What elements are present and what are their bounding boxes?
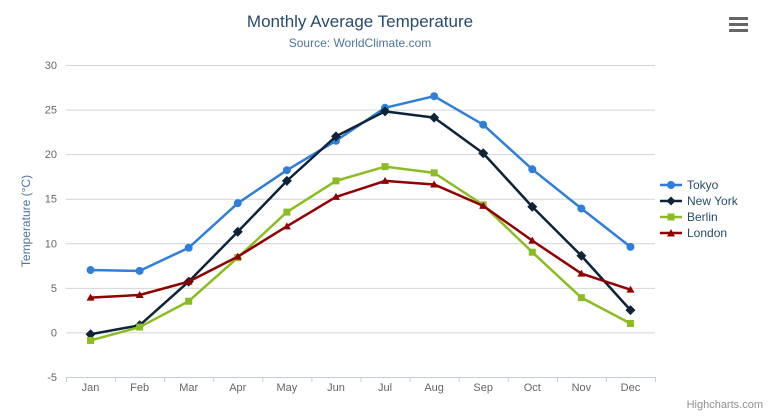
data-point-marker[interactable] [85, 329, 96, 340]
y-axis-label: 10 [45, 238, 57, 250]
data-point-marker[interactable] [626, 285, 635, 293]
series-line[interactable] [89, 165, 632, 342]
x-axis-label: Feb [130, 382, 149, 394]
legend-item-london[interactable]: London [660, 225, 738, 241]
data-point-marker[interactable] [576, 250, 587, 261]
legend-item-label: Tokyo [687, 178, 719, 192]
data-point-marker[interactable] [479, 120, 488, 129]
data-point-marker[interactable] [184, 243, 193, 252]
data-point-marker[interactable] [281, 175, 292, 186]
series-line[interactable] [89, 110, 632, 336]
data-point-marker[interactable] [429, 112, 440, 123]
legend: Tokyo New York Berlin London [660, 177, 738, 241]
credits-link[interactable]: Highcharts.com [686, 399, 763, 411]
series-new-york[interactable] [85, 106, 636, 340]
data-point-marker[interactable] [430, 92, 439, 101]
x-axis-label: Aug [424, 382, 444, 394]
x-axis-label: Nov [572, 382, 592, 394]
data-point-marker[interactable] [87, 336, 95, 344]
x-axis-label: Mar [179, 382, 198, 394]
data-point-marker[interactable] [282, 222, 291, 230]
data-point-marker[interactable] [332, 177, 340, 185]
triangle-series-marker-icon [660, 229, 682, 237]
x-axis-label: May [276, 382, 297, 394]
data-point-marker[interactable] [233, 252, 242, 260]
hamburger-icon [729, 29, 748, 32]
data-point-marker[interactable] [232, 226, 243, 237]
x-axis-label: Jun [327, 382, 345, 394]
legend-item-label: London [687, 226, 728, 240]
data-point-marker[interactable] [135, 266, 144, 275]
data-point-marker[interactable] [577, 204, 586, 213]
data-point-marker[interactable] [381, 176, 390, 184]
data-point-marker[interactable] [283, 208, 291, 216]
data-point-marker[interactable] [625, 305, 636, 316]
data-point-marker[interactable] [528, 236, 537, 244]
data-point-marker[interactable] [527, 201, 538, 212]
series-line[interactable] [89, 94, 632, 273]
data-point-marker[interactable] [430, 180, 439, 188]
x-axis-label: Sep [473, 382, 493, 394]
data-point-marker[interactable] [135, 290, 144, 298]
y-axis-label: 15 [45, 194, 57, 206]
data-point-marker[interactable] [233, 199, 242, 208]
data-point-marker[interactable] [86, 293, 95, 301]
data-point-marker[interactable] [626, 242, 635, 251]
x-axis-label: Jan [82, 382, 100, 394]
data-point-marker[interactable] [86, 266, 95, 275]
series-line[interactable] [89, 179, 632, 299]
hamburger-icon [729, 23, 748, 26]
chart-subtitle: Source: WorldClimate.com [288, 36, 432, 50]
diamond-series-marker-icon [660, 196, 682, 206]
series-london[interactable] [86, 176, 635, 301]
y-axis-label: 0 [51, 327, 57, 339]
chart-title: Monthly Average Temperature [246, 12, 474, 31]
x-axis-label: Dec [621, 382, 641, 394]
y-axis-title: Temperature (°C) [19, 175, 33, 267]
y-axis-label: 25 [45, 105, 57, 117]
data-point-marker[interactable] [577, 294, 585, 302]
series-tokyo[interactable] [86, 92, 635, 275]
context-menu-button[interactable] [726, 14, 751, 38]
y-axis-label: 30 [45, 60, 57, 72]
data-point-marker[interactable] [380, 106, 391, 117]
data-point-marker[interactable] [528, 248, 536, 256]
data-point-marker[interactable] [478, 148, 489, 159]
data-point-marker[interactable] [184, 277, 193, 285]
x-axis-label: Apr [229, 382, 246, 394]
data-point-marker[interactable] [282, 166, 291, 175]
square-series-marker-icon [660, 213, 682, 221]
data-point-marker[interactable] [430, 169, 438, 177]
data-point-marker[interactable] [330, 131, 341, 142]
data-point-marker[interactable] [331, 192, 340, 200]
data-point-marker[interactable] [136, 323, 144, 331]
data-point-marker[interactable] [381, 163, 389, 171]
data-point-marker[interactable] [479, 201, 488, 209]
x-axis-label: Oct [524, 382, 541, 394]
hamburger-icon [729, 17, 748, 20]
data-point-marker[interactable] [626, 320, 634, 328]
y-axis-label: -5 [47, 372, 57, 384]
legend-item-label: Berlin [687, 210, 718, 224]
y-axis-label: 5 [51, 283, 57, 295]
legend-item-berlin[interactable]: Berlin [660, 209, 738, 225]
legend-item-tokyo[interactable]: Tokyo [660, 177, 738, 193]
x-axis-label: Jul [378, 382, 392, 394]
data-point-marker[interactable] [185, 297, 193, 305]
legend-item-label: New York [687, 194, 738, 208]
data-point-marker[interactable] [528, 165, 537, 174]
y-axis-label: 20 [45, 149, 57, 161]
data-point-marker[interactable] [577, 269, 586, 277]
legend-item-new-york[interactable]: New York [660, 193, 738, 209]
circle-series-marker-icon [660, 181, 682, 189]
